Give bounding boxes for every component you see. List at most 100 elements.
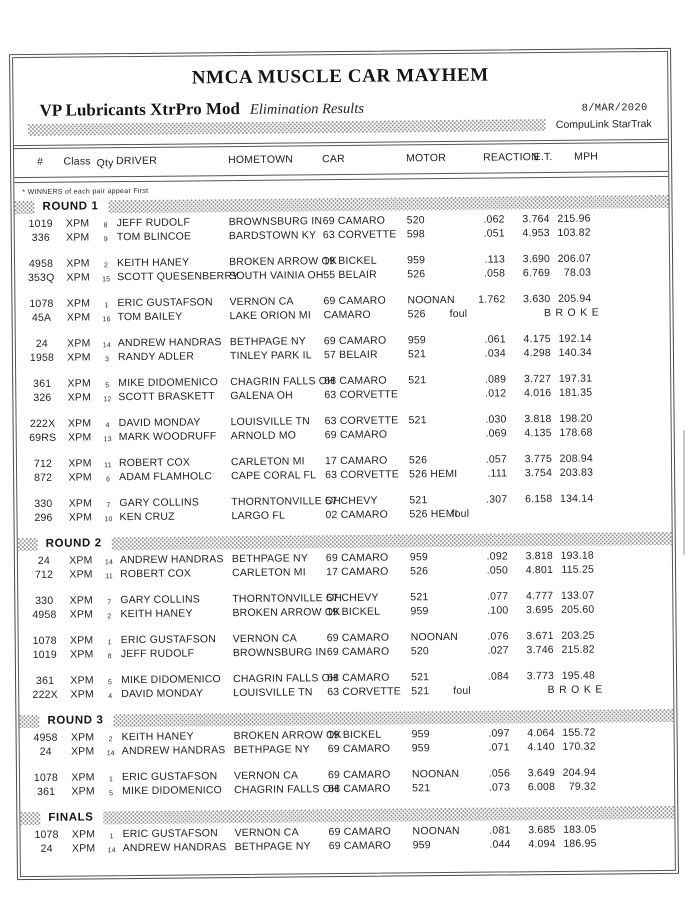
- cell-car: 63 CORVETTE: [325, 467, 399, 481]
- cell-driver: ANDREW HANDRAS: [121, 743, 226, 757]
- cell-car: 69 CAMARO: [327, 742, 391, 755]
- cell-class: XPM: [67, 350, 91, 364]
- cell-car: 69 CAMARO: [326, 645, 390, 658]
- round-header-band: ROUND 2: [17, 531, 672, 552]
- cell-mph: 215.82: [561, 643, 595, 656]
- cell-driver: SCOTT BRASKETT: [118, 389, 215, 403]
- cell-mph: [555, 506, 597, 522]
- report-header: NMCA MUSCLE CAR MAYHEM VP Lubricants Xtr…: [13, 51, 668, 147]
- cell-car: 55 BELAIR: [323, 268, 377, 281]
- round-header-band: ROUND 1: [14, 194, 669, 215]
- cell-reaction: .058: [483, 266, 506, 280]
- document-frame: NMCA MUSCLE CAR MAYHEM VP Lubricants Xtr…: [9, 47, 679, 881]
- cell-qty: 9: [103, 235, 108, 243]
- cell-qty: 10: [104, 515, 113, 523]
- cell-driver: SCOTT QUESENBERRY: [117, 269, 240, 283]
- column-header-et: E.T.: [533, 150, 553, 164]
- column-header-class: Class: [63, 155, 91, 168]
- cell-broke: BROKE: [547, 682, 607, 696]
- cell-motor: [408, 387, 476, 403]
- cell-car: 69 CAMARO: [328, 839, 392, 852]
- cell-et: 3.746: [526, 643, 554, 656]
- cell-et: 3.754: [524, 466, 553, 479]
- cell-et: [509, 506, 555, 522]
- cell-motor: 520: [410, 644, 429, 657]
- cell-car: 19 BICKEL: [326, 605, 381, 618]
- cell-et: 4.801: [525, 563, 554, 576]
- cell-car: 69 CAMARO: [324, 428, 388, 441]
- cell-motor: 526: [407, 267, 426, 280]
- round-header-band: ROUND 3: [19, 708, 674, 729]
- column-header-reaction: REACTION: [483, 151, 539, 164]
- cell-car: 68 CAMARO: [328, 782, 391, 795]
- cell-reaction: foul: [453, 684, 471, 697]
- cell-class: XPM: [67, 390, 92, 404]
- column-header-qty: Qty: [96, 157, 114, 170]
- event-title: NMCA MUSCLE CAR MAYHEM: [191, 64, 489, 89]
- cell-driver: ANDREW HANDRAS: [122, 840, 227, 854]
- timing-system-label: CompuLink StarTrak: [555, 118, 652, 131]
- cell-num: 336: [31, 231, 50, 244]
- cell-mph: 78.03: [563, 266, 592, 279]
- cell-motor: 521: [412, 781, 431, 794]
- results-box: * WINNERS of each pair appear First ROUN…: [14, 175, 675, 857]
- round-label: FINALS: [40, 811, 104, 825]
- cell-reaction: .051: [483, 226, 505, 240]
- cell-class: XPM: [71, 784, 95, 798]
- cell-et: 6.008: [527, 780, 556, 793]
- cell-mph: 205.60: [561, 603, 595, 616]
- cell-qty: 8: [107, 652, 112, 660]
- cell-class: XPM: [66, 270, 90, 284]
- cell-motor: 959: [412, 838, 431, 851]
- round-label: ROUND 2: [37, 537, 112, 551]
- cell-motor: 526: [409, 564, 429, 577]
- cell-class: XPM: [67, 430, 92, 444]
- cell-hometown: GALENA OH: [230, 388, 293, 402]
- cell-qty: 3: [104, 355, 110, 363]
- cell-car: 17 CAMARO: [325, 565, 389, 578]
- cell-qty: 2: [107, 612, 112, 620]
- round-label: ROUND 1: [34, 200, 109, 214]
- cell-class: XPM: [70, 647, 94, 661]
- cell-car: CAMARO: [323, 308, 371, 321]
- race-pair: 1019 XPM 8 JEFF RUDOLF BROWNSBURG IN 69 CAMAR…: [15, 212, 669, 245]
- cell-num: 1019: [32, 648, 57, 661]
- cell-num: 326: [33, 391, 52, 404]
- cell-reaction: .100: [487, 603, 509, 617]
- scan-edge-artifact: [683, 430, 685, 555]
- cell-hometown: ARNOLD MO: [230, 428, 297, 442]
- cell-hometown: LAKE ORION MI: [229, 308, 311, 322]
- cell-driver: DAVID MONDAY: [121, 686, 204, 700]
- cell-qty: 13: [103, 435, 112, 443]
- report-date: 8/MAR/2020: [581, 102, 648, 115]
- halftone-band: [27, 119, 546, 137]
- cell-qty: 14: [107, 846, 116, 854]
- race-pair: 330 XPM 7 GARY COLLINS THORNTONVILLE OH 57 CH…: [17, 492, 671, 525]
- cell-class: XPM: [71, 841, 96, 855]
- cell-motor: [409, 427, 477, 443]
- cell-mph: 178.68: [559, 426, 593, 439]
- cell-reaction: .012: [485, 386, 507, 400]
- race-pair: 24 XPM 14 ANDREW HANDRAS BETHPAGE NY 69 CAMAR…: [16, 332, 670, 365]
- cell-hometown: BROWNSBURG IN: [232, 645, 327, 659]
- cell-mph: 186.95: [563, 837, 597, 850]
- cell-hometown: LOUISVILLE TN: [233, 685, 313, 699]
- cell-hometown: BETHPAGE NY: [234, 839, 311, 853]
- cell-reaction: .071: [488, 740, 510, 754]
- cell-reaction: foul: [449, 307, 468, 320]
- cell-num: 353Q: [27, 271, 55, 284]
- cell-qty: 11: [105, 572, 113, 580]
- cell-driver: KEN CRUZ: [119, 510, 175, 523]
- round-header-band: FINALS: [20, 805, 675, 826]
- cell-num: 712: [34, 568, 54, 581]
- cell-driver: ROBERT COX: [119, 566, 192, 580]
- cell-et: 4.135: [524, 426, 552, 439]
- cell-car: 63 CORVETTE: [322, 227, 397, 241]
- cell-class: XPM: [66, 230, 90, 244]
- race-pair: 361 XPM 5 MIKE DIDOMENICO CHAGRIN FALLS OH 68…: [19, 669, 673, 702]
- cell-class: XPM: [69, 607, 94, 621]
- document-frame-inner: NMCA MUSCLE CAR MAYHEM VP Lubricants Xtr…: [12, 50, 676, 878]
- cell-driver: MARK WOODRUFF: [118, 429, 217, 443]
- cell-et: 4.298: [523, 346, 551, 359]
